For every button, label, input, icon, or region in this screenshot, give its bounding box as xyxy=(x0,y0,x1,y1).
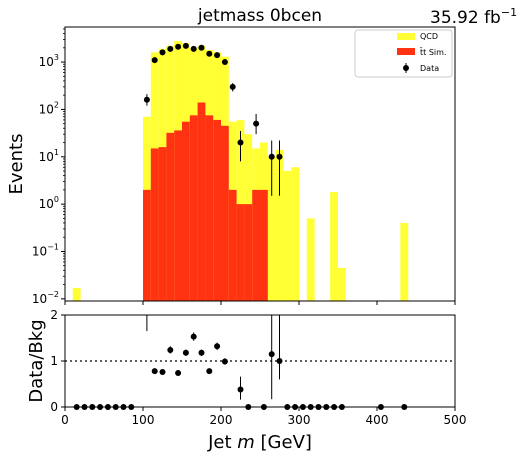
ratio-y-axis-label: Data/Bkg xyxy=(26,319,47,402)
legend-ttbar-swatch xyxy=(397,48,415,55)
ratio-point xyxy=(221,358,228,365)
x-tick-label: 500 xyxy=(444,413,467,427)
ttbar-bar xyxy=(252,189,260,301)
ratio-point xyxy=(151,368,158,375)
ttbar-bar xyxy=(244,204,253,301)
legend: QCD t̄t Sim. Data xyxy=(354,29,453,78)
x-tick-label: 200 xyxy=(210,413,233,427)
top-y-axis-label: Events xyxy=(6,134,27,195)
legend-qcd-swatch xyxy=(397,33,415,40)
data-point xyxy=(237,139,244,146)
ttbar-bar xyxy=(213,119,221,301)
ratio-point xyxy=(159,369,166,376)
y-tick-label: 100 xyxy=(39,195,59,211)
ratio-y-tick-label: 0 xyxy=(50,400,58,414)
x-axis-label-var: m xyxy=(237,432,255,453)
ratio-point xyxy=(214,343,221,350)
ratio-point xyxy=(237,386,244,393)
data-point xyxy=(182,42,189,49)
ratio-point xyxy=(167,346,174,353)
qcd-bar xyxy=(72,287,81,301)
data-point xyxy=(190,45,197,52)
ratio-x-axis: 0 100 200 300 400 500 xyxy=(61,407,466,427)
y-tick-label: 10−1 xyxy=(32,242,59,258)
qcd-bar xyxy=(306,218,315,301)
ttbar-bar xyxy=(158,147,167,301)
ttbar-bar xyxy=(166,132,175,301)
ratio-y-tick-label: 1 xyxy=(50,354,58,368)
data-point xyxy=(167,45,174,52)
qcd-bar xyxy=(267,156,276,301)
lumi-label: 35.92 fb−1 xyxy=(430,6,517,28)
ttbar-bar xyxy=(205,115,214,301)
x-tick-label: 400 xyxy=(366,413,389,427)
ratio-point xyxy=(175,369,182,376)
data-point xyxy=(198,44,205,51)
ratio-point xyxy=(182,349,189,356)
top-x-axis xyxy=(64,301,456,305)
data-point xyxy=(268,153,275,160)
top-data-points xyxy=(143,42,283,196)
qcd-bar xyxy=(291,167,299,301)
ratio-y-axis: 0 1 2 xyxy=(50,308,65,414)
y-tick-label: 102 xyxy=(39,100,59,116)
qcd-bar xyxy=(275,149,284,301)
data-point xyxy=(253,120,260,127)
x-axis-label-suffix: [GeV] xyxy=(255,432,312,453)
y-tick-label: 103 xyxy=(39,53,59,69)
top-histogram xyxy=(72,40,409,302)
data-point xyxy=(206,50,213,57)
ttbar-bar xyxy=(174,130,182,301)
ttbar-bar xyxy=(221,125,229,302)
lumi-value: 35.92 fb xyxy=(430,8,501,28)
lumi-exponent: −1 xyxy=(501,6,517,19)
data-point xyxy=(143,96,150,103)
ratio-point xyxy=(206,368,213,375)
x-axis-label-prefix: Jet xyxy=(207,432,237,453)
qcd-bar xyxy=(330,192,338,301)
chart-title: jetmass 0bcen xyxy=(197,6,322,26)
qcd-bar xyxy=(283,171,292,301)
y-tick-label: 10−2 xyxy=(32,290,59,306)
data-point xyxy=(214,52,221,59)
ratio-point xyxy=(190,333,197,340)
ratio-point xyxy=(276,358,283,364)
ttbar-bar xyxy=(260,189,268,301)
legend-qcd-label: QCD xyxy=(420,32,438,41)
x-tick-label: 100 xyxy=(132,413,155,427)
ttbar-bar xyxy=(150,148,159,301)
data-point xyxy=(221,59,228,66)
data-point xyxy=(175,43,182,50)
legend-data-marker xyxy=(403,65,409,71)
ttbar-bar xyxy=(197,102,206,301)
legend-data-label: Data xyxy=(420,64,439,73)
qcd-bar xyxy=(338,267,346,301)
data-point xyxy=(229,83,236,90)
ttbar-bar xyxy=(182,121,190,301)
ratio-point xyxy=(268,351,275,358)
x-tick-label: 300 xyxy=(288,413,311,427)
data-point xyxy=(159,49,166,56)
top-y-axis: 10−2 10−1 100 101 102 103 xyxy=(32,28,65,306)
legend-ttbar-label: t̄t Sim. xyxy=(419,47,446,57)
data-point xyxy=(276,153,283,160)
ratio-points xyxy=(73,315,408,410)
qcd-bar xyxy=(400,222,409,301)
y-tick-label: 101 xyxy=(39,148,59,164)
ttbar-bar xyxy=(236,204,245,301)
x-axis-label: Jet m [GeV] xyxy=(207,432,312,453)
ttbar-bar xyxy=(143,189,151,301)
data-point xyxy=(151,57,158,64)
x-tick-label: 0 xyxy=(61,413,69,427)
ttbar-bar xyxy=(189,115,198,301)
ratio-point xyxy=(198,349,205,356)
ratio-y-tick-label: 2 xyxy=(50,308,58,322)
ttbar-bar xyxy=(228,189,237,301)
